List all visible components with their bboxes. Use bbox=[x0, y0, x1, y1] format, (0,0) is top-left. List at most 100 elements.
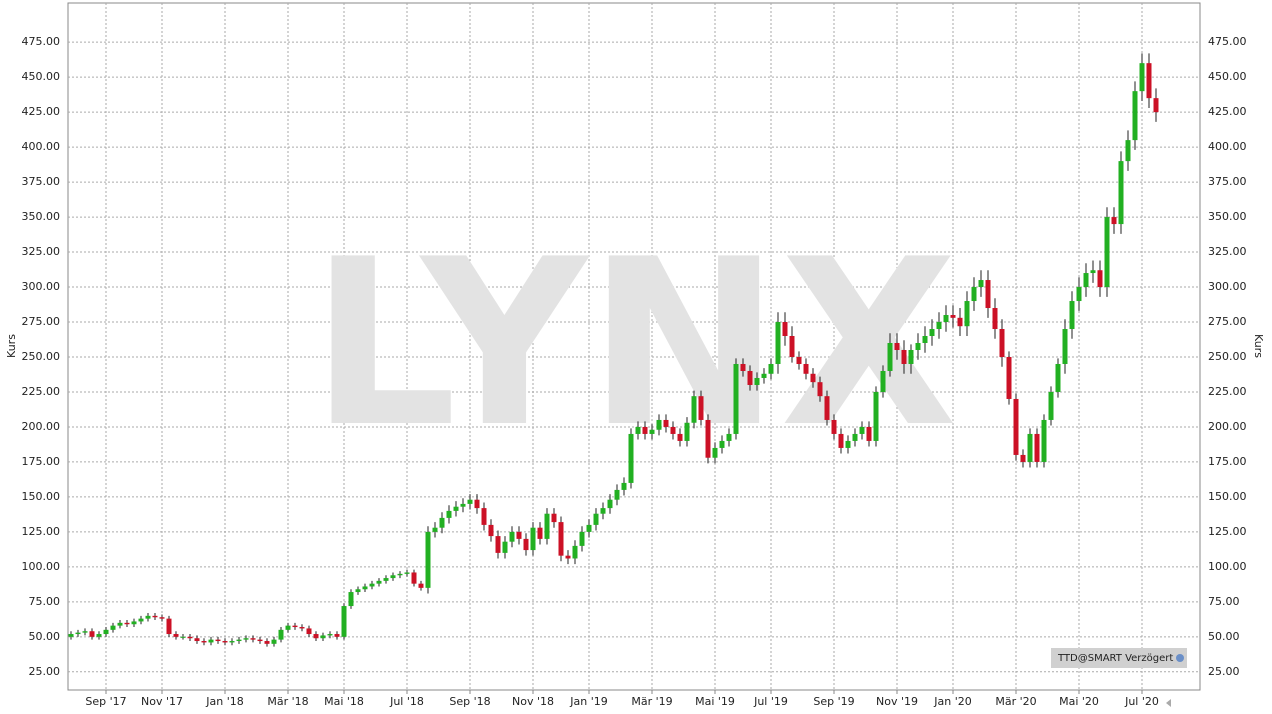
candle-body bbox=[656, 419, 662, 430]
candle-body bbox=[698, 396, 704, 420]
y-tick-label: 475.00 bbox=[22, 35, 61, 48]
candle-body bbox=[705, 419, 711, 458]
y-tick-label: 450.00 bbox=[22, 70, 61, 83]
candle-body bbox=[936, 322, 942, 330]
candle-body bbox=[509, 531, 515, 542]
candle-body bbox=[712, 447, 718, 458]
y2-tick-label: 200.00 bbox=[1208, 420, 1247, 433]
candle-body bbox=[670, 426, 676, 434]
y-tick-label: 50.00 bbox=[29, 630, 61, 643]
y2-tick-label: 325.00 bbox=[1208, 245, 1247, 258]
candle-body bbox=[145, 615, 151, 619]
y2-tick-label: 450.00 bbox=[1208, 70, 1247, 83]
candle-body bbox=[852, 433, 858, 441]
candle-body bbox=[1125, 140, 1131, 162]
y2-tick-label: 150.00 bbox=[1208, 490, 1247, 503]
candle-body bbox=[495, 536, 501, 553]
candle-body bbox=[397, 573, 403, 576]
candle-body bbox=[600, 508, 606, 514]
candle-body bbox=[439, 517, 445, 528]
candle-body bbox=[68, 634, 74, 637]
x-tick-label: Jul '18 bbox=[389, 695, 424, 708]
candle-body bbox=[726, 433, 732, 441]
x-tick-label: Nov '17 bbox=[141, 695, 183, 708]
y-tick-label: 300.00 bbox=[22, 280, 61, 293]
candle-body bbox=[1146, 63, 1152, 99]
candle-body bbox=[614, 489, 620, 500]
candle-body bbox=[1013, 398, 1019, 455]
y-tick-label: 125.00 bbox=[22, 525, 61, 538]
candle-body bbox=[180, 636, 186, 638]
candle-body bbox=[719, 440, 725, 448]
candle-body bbox=[607, 499, 613, 509]
candle-body bbox=[649, 429, 655, 434]
scroll-arrow[interactable] bbox=[1166, 699, 1171, 707]
candle-body bbox=[586, 524, 592, 532]
candle-body bbox=[96, 634, 102, 637]
candle-body bbox=[1069, 301, 1075, 330]
candle-body bbox=[530, 527, 536, 551]
candle-body bbox=[453, 506, 459, 511]
x-tick-label: Jan '19 bbox=[569, 695, 607, 708]
candle-body bbox=[740, 363, 746, 371]
candle-body bbox=[117, 622, 123, 626]
candle-body bbox=[691, 396, 697, 423]
candle-body bbox=[166, 618, 172, 635]
candle-body bbox=[950, 315, 956, 318]
candle-body bbox=[908, 349, 914, 364]
candle-body bbox=[110, 625, 116, 630]
candle-body bbox=[1153, 98, 1159, 113]
candle-body bbox=[89, 631, 95, 637]
candle-body bbox=[82, 631, 88, 633]
candle-body bbox=[299, 627, 305, 629]
candle-body bbox=[628, 433, 634, 483]
candle-body bbox=[1027, 433, 1033, 462]
candle-body bbox=[1097, 270, 1103, 288]
x-tick-label: Nov '19 bbox=[876, 695, 918, 708]
candle-body bbox=[593, 513, 599, 525]
candle-body bbox=[957, 317, 963, 327]
candle-body bbox=[635, 426, 641, 434]
y2-tick-label: 425.00 bbox=[1208, 105, 1247, 118]
candle-body bbox=[880, 370, 886, 392]
candle-body bbox=[579, 531, 585, 546]
candle-body bbox=[922, 336, 928, 344]
y-tick-label: 350.00 bbox=[22, 210, 61, 223]
candle-body bbox=[537, 527, 543, 539]
candle-body bbox=[383, 578, 389, 581]
candle-body bbox=[831, 419, 837, 434]
y2-tick-label: 175.00 bbox=[1208, 455, 1247, 468]
badge-icon bbox=[1176, 654, 1184, 662]
plot-frame bbox=[67, 2, 1201, 691]
candle-body bbox=[201, 641, 207, 643]
candle-body bbox=[446, 510, 452, 518]
y-tick-label: 100.00 bbox=[22, 560, 61, 573]
y2-tick-label: 100.00 bbox=[1208, 560, 1247, 573]
candle-body bbox=[754, 377, 760, 385]
badge-bg bbox=[1051, 648, 1187, 668]
candle-body bbox=[796, 356, 802, 364]
candle-body bbox=[789, 336, 795, 357]
candle-body bbox=[222, 641, 228, 643]
y2-axis-label: Kurs bbox=[1252, 334, 1265, 358]
candle-body bbox=[271, 639, 277, 644]
candle-body bbox=[572, 545, 578, 559]
y-axis-label: Kurs bbox=[5, 334, 18, 358]
candle-body bbox=[292, 625, 298, 628]
y2-tick-label: 25.00 bbox=[1208, 665, 1240, 678]
x-tick-label: Mär '20 bbox=[995, 695, 1036, 708]
candle-body bbox=[761, 373, 767, 378]
y-tick-label: 200.00 bbox=[22, 420, 61, 433]
candle-body bbox=[677, 433, 683, 441]
candle-body bbox=[1062, 329, 1068, 364]
candle-body bbox=[411, 572, 417, 584]
candle-body bbox=[187, 636, 193, 639]
candle-body bbox=[390, 575, 396, 579]
x-tick-label: Nov '18 bbox=[512, 695, 554, 708]
y-tick-label: 175.00 bbox=[22, 455, 61, 468]
y2-tick-label: 75.00 bbox=[1208, 595, 1240, 608]
candle-body bbox=[565, 555, 571, 559]
x-tick-label: Sep '19 bbox=[813, 695, 854, 708]
x-tick-label: Mai '19 bbox=[695, 695, 735, 708]
